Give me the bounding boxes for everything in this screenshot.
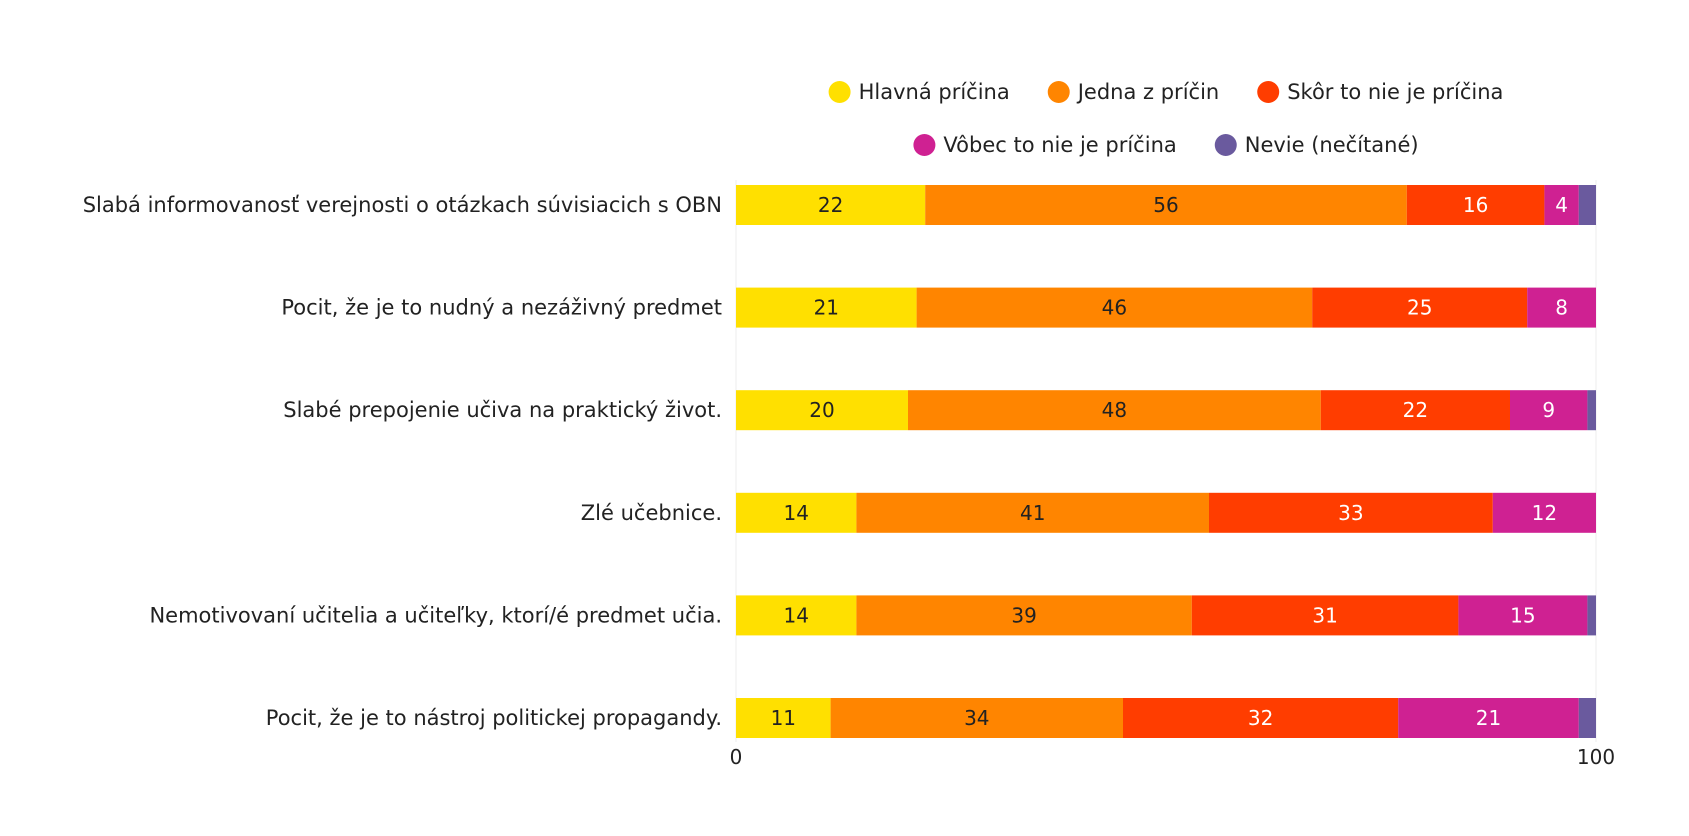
bar-segment	[1406, 185, 1545, 225]
x-tick-label: 100	[1577, 745, 1615, 769]
bar-segment	[830, 698, 1123, 738]
data-label: 34	[964, 706, 989, 730]
gridlines	[735, 180, 1597, 742]
bar-row: 22 56 16 4	[736, 185, 1596, 225]
data-label: 15	[1510, 603, 1535, 627]
data-label: 14	[783, 501, 808, 525]
bar-segment	[908, 390, 1321, 431]
bar-row: 14 41 33 12	[736, 492, 1596, 533]
category-label: Pocit, že je to nudný a nezáživný predme…	[281, 296, 722, 320]
bar-segment	[736, 287, 917, 328]
bar-segment	[1510, 390, 1588, 431]
bar-segment	[1492, 492, 1596, 533]
legend-label: Nevie (nečítané)	[1245, 133, 1419, 157]
data-label: 14	[783, 603, 808, 627]
bar-segment	[1578, 185, 1596, 225]
legend-marker	[828, 81, 851, 103]
data-label: 16	[1463, 193, 1488, 217]
legend-marker	[1257, 81, 1280, 103]
bar-segment	[856, 492, 1209, 533]
bar-segment	[1587, 595, 1596, 636]
category-label: Slabá informovanosť verejnosti o otázkac…	[83, 193, 722, 217]
legend-item: Vôbec to nie je príčina	[913, 133, 1177, 157]
x-tick-label: 0	[730, 745, 743, 769]
data-label: 20	[809, 398, 834, 422]
bar-segment	[736, 595, 857, 636]
bar-segment	[736, 390, 908, 431]
legend-label: Jedna z príčin	[1076, 80, 1219, 104]
bar-segment	[1587, 390, 1596, 431]
category-label: Slabé prepojenie učiva na praktický živo…	[283, 398, 722, 422]
data-label: 33	[1338, 501, 1363, 525]
data-label: 22	[818, 193, 843, 217]
legend-item: Nevie (nečítané)	[1214, 133, 1419, 157]
bar-row: 14 39 31 15	[736, 595, 1596, 636]
data-label: 4	[1555, 193, 1568, 217]
legend-label: Vôbec to nie je príčina	[943, 133, 1176, 157]
bar-segment	[736, 492, 857, 533]
legend-item: Skôr to nie je príčina	[1257, 80, 1503, 104]
data-label: 22	[1403, 398, 1428, 422]
category-label: Pocit, že je to nástroj politickej propa…	[266, 706, 722, 730]
bar-segment	[925, 185, 1407, 225]
data-label: 25	[1407, 296, 1432, 320]
bar-segment	[1458, 595, 1588, 636]
bar-segment	[1578, 698, 1596, 738]
legend-item: Hlavná príčina	[828, 80, 1010, 104]
bar-segment	[1191, 595, 1459, 636]
data-label: 31	[1312, 603, 1337, 627]
data-label: 9	[1542, 398, 1555, 422]
bar-segment	[1312, 287, 1528, 328]
data-label: 12	[1532, 501, 1557, 525]
legend-marker	[913, 134, 936, 156]
data-label: 46	[1102, 296, 1127, 320]
bar-row: 20 48 22 9	[736, 390, 1596, 431]
data-label: 56	[1153, 193, 1178, 217]
legend-marker	[1047, 81, 1070, 103]
bar-segment	[736, 698, 831, 738]
bar-segment	[1398, 698, 1579, 738]
data-label: 21	[1476, 706, 1501, 730]
bar-segment	[1544, 185, 1579, 225]
data-label: 41	[1020, 501, 1045, 525]
data-label: 32	[1248, 706, 1273, 730]
bar-segment	[856, 595, 1192, 636]
legend-marker	[1214, 134, 1237, 156]
legend-label: Hlavná príčina	[859, 80, 1010, 104]
category-label: Zlé učebnice.	[581, 501, 722, 525]
data-label: 48	[1102, 398, 1127, 422]
data-label: 11	[771, 706, 796, 730]
x-axis-ticks: 0 100	[730, 745, 1615, 769]
bars: 22 56 16 4 21 46 25 8 20 48 22 9 14 41 33 12 14 39 31 15 11 3…	[736, 185, 1596, 738]
bar-segment	[1123, 698, 1399, 738]
bar-segment	[1209, 492, 1493, 533]
data-label: 8	[1555, 296, 1568, 320]
category-label: Nemotivovaní učitelia a učiteľky, ktorí/…	[149, 603, 722, 627]
data-label: 39	[1011, 603, 1036, 627]
bar-row: 21 46 25 8	[736, 287, 1596, 328]
bar-segment	[1320, 390, 1510, 431]
bar-row: 11 34 32 21	[736, 698, 1596, 738]
bar-segment	[916, 287, 1313, 328]
bar-segment	[1527, 287, 1596, 328]
bar-segment	[736, 185, 926, 225]
category-labels: Slabá informovanosť verejnosti o otázkac…	[83, 193, 722, 730]
legend: Hlavná príčina Jedna z príčin Skôr to nie …	[828, 80, 1503, 157]
data-label: 21	[814, 296, 839, 320]
legend-item: Jedna z príčin	[1047, 80, 1219, 104]
legend-label: Skôr to nie je príčina	[1287, 80, 1503, 104]
